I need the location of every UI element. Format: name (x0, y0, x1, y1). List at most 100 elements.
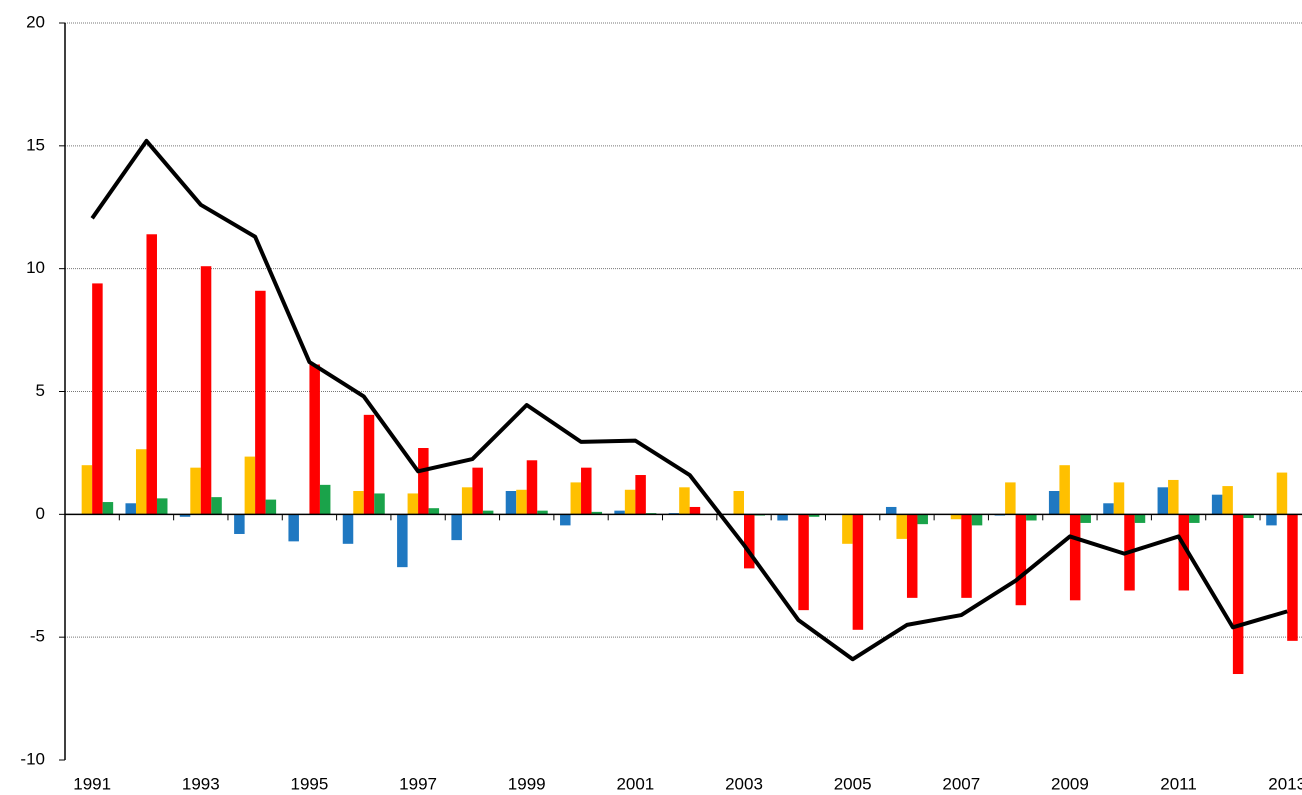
bar (1134, 514, 1146, 523)
bar (146, 234, 157, 515)
bar (135, 449, 147, 515)
line (90, 138, 1288, 662)
bar (200, 266, 212, 515)
x-tick-label: 1999 (508, 774, 546, 793)
bar (125, 503, 136, 515)
x-tick-label: 2009 (1051, 774, 1089, 793)
bar (689, 506, 701, 515)
bar (234, 514, 245, 534)
bar (624, 489, 636, 515)
bar (744, 514, 755, 569)
bar (407, 493, 419, 515)
bar (798, 514, 809, 611)
bar (288, 514, 299, 542)
bar (581, 467, 592, 515)
bar (777, 514, 788, 521)
bar (852, 514, 864, 630)
bar (265, 499, 277, 515)
x-tick-label: 1997 (399, 774, 437, 793)
bar (353, 490, 364, 515)
bar (917, 514, 928, 525)
bar (961, 514, 972, 598)
bar (211, 497, 222, 515)
bar (81, 465, 93, 515)
bar (92, 283, 103, 515)
bar (451, 514, 462, 541)
bar (1005, 482, 1016, 515)
bar (971, 514, 983, 526)
y-tick-label: -10 (20, 749, 45, 768)
bar (808, 514, 820, 517)
bar (1287, 514, 1298, 641)
x-tick-label: 2007 (942, 774, 980, 793)
bar (190, 467, 201, 515)
bar (906, 514, 918, 598)
x-tick-label: 2003 (725, 774, 763, 793)
bar (1103, 503, 1114, 515)
bar (255, 290, 266, 515)
bar (526, 460, 538, 515)
y-tick-label: 15 (26, 135, 45, 154)
bar (1232, 514, 1244, 675)
bar (1276, 472, 1288, 515)
bar (374, 493, 385, 515)
bar (1069, 514, 1081, 601)
bar (1048, 490, 1060, 515)
x-tick-label: 1995 (291, 774, 329, 793)
bar (896, 514, 907, 539)
bar (309, 364, 320, 515)
bar (472, 467, 483, 515)
bar (591, 511, 603, 515)
bar (156, 498, 168, 515)
bar (614, 510, 625, 515)
x-tick-label: 1991 (73, 774, 111, 793)
bar (1113, 482, 1125, 515)
x-tick-label: 2005 (834, 774, 872, 793)
bar (570, 482, 582, 515)
bar (516, 489, 527, 515)
bar (1178, 514, 1190, 591)
bar (1189, 514, 1200, 523)
y-tick-label: 5 (36, 381, 45, 400)
bar (179, 514, 191, 517)
bar (418, 448, 429, 515)
bar (1266, 514, 1277, 526)
bar (482, 510, 494, 515)
bar (319, 484, 331, 515)
y-tick-label: 10 (26, 258, 45, 277)
y-tick-label: 20 (26, 12, 45, 31)
bar (1168, 479, 1179, 515)
bar (679, 487, 690, 515)
x-tick-label: 1993 (182, 774, 220, 793)
bar (1059, 465, 1070, 515)
y-tick-label: 0 (36, 504, 45, 523)
bar (342, 514, 354, 544)
bar (505, 490, 517, 515)
bar (950, 514, 962, 520)
bar (1080, 514, 1091, 523)
bar (397, 514, 408, 568)
bar (1157, 487, 1169, 515)
bar (461, 487, 473, 515)
bar (1222, 486, 1233, 515)
bar (537, 510, 548, 515)
bar (635, 475, 646, 515)
bar (363, 414, 375, 515)
bar (560, 514, 571, 526)
bar (1211, 494, 1223, 515)
bar (1015, 514, 1027, 606)
bar (733, 490, 744, 515)
bar (885, 506, 897, 515)
x-tick-label: 2011 (1160, 774, 1197, 793)
bar (244, 456, 256, 515)
bar (428, 508, 440, 515)
y-tick-label: -5 (30, 627, 45, 646)
bar (102, 502, 114, 515)
x-tick-label: 2013 (1268, 774, 1302, 793)
bar (1243, 514, 1254, 519)
bar (842, 514, 853, 544)
x-tick-label: 2001 (616, 774, 654, 793)
bar (1026, 514, 1037, 521)
